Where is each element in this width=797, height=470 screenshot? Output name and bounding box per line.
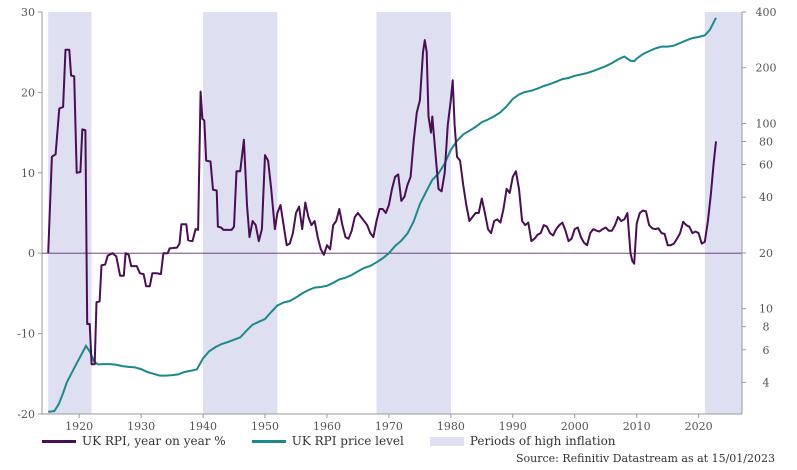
legend-swatch-level [251, 439, 286, 443]
legend-swatch-shade [429, 436, 464, 446]
legend: UK RPI, year on year % UK RPI price leve… [42, 434, 642, 448]
x-tick-label-1990: 1990 [499, 420, 527, 433]
x-axis-ticks: 1920 1930 1940 1950 1960 1970 1980 1990 2000 2010… [65, 414, 713, 433]
left-y-axis-ticks: -20 -10 0 10 20 30 [17, 6, 42, 421]
right-tick-label-10: 10 [759, 303, 773, 316]
left-tick-label-30: 30 [21, 6, 35, 19]
left-tick-label-10: 10 [21, 167, 35, 180]
left-tick-label-20: 20 [21, 86, 35, 99]
x-tick-label-1920: 1920 [65, 420, 93, 433]
left-tick-label--20: -20 [17, 408, 35, 421]
x-tick-label-1980: 1980 [437, 420, 465, 433]
legend-swatch-yoy [42, 439, 76, 443]
legend-item-level: UK RPI price level [251, 434, 404, 448]
legend-item-shade: Periods of high inflation [429, 434, 616, 448]
x-tick-label-1930: 1930 [127, 420, 155, 433]
x-tick-label-1950: 1950 [251, 420, 279, 433]
left-tick-label-0: 0 [28, 247, 35, 260]
right-tick-label-200: 200 [756, 62, 777, 75]
x-tick-label-1960: 1960 [313, 420, 341, 433]
high-inflation-shading [48, 12, 742, 414]
shaded-period-1 [203, 12, 278, 414]
right-tick-label-400: 400 [756, 6, 777, 19]
shaded-period-3 [704, 12, 742, 414]
right-tick-label-6: 6 [763, 344, 770, 357]
legend-label-shade: Periods of high inflation [469, 434, 616, 448]
x-tick-label-1970: 1970 [375, 420, 403, 433]
legend-label-level: UK RPI price level [291, 434, 404, 448]
x-tick-label-1940: 1940 [189, 420, 217, 433]
right-tick-label-80: 80 [759, 135, 773, 148]
right-tick-label-40: 40 [759, 191, 773, 204]
right-tick-label-8: 8 [763, 321, 770, 334]
right-y-axis-ticks: 4 6 8 10 20 40 60 80 100 200 400 [742, 6, 777, 389]
source-note: Source: Refinitiv Datastream as at 15/01… [515, 452, 775, 465]
shaded-period-2 [376, 12, 451, 414]
legend-label-yoy: UK RPI, year on year % [82, 434, 226, 448]
x-tick-label-2000: 2000 [561, 420, 589, 433]
right-tick-label-4: 4 [763, 376, 770, 389]
rpi-price-level-line [48, 17, 717, 413]
right-tick-label-20: 20 [759, 247, 773, 260]
right-tick-label-100: 100 [756, 117, 777, 130]
rpi-yoy-line [47, 39, 717, 366]
x-tick-label-2010: 2010 [623, 420, 651, 433]
left-tick-label--10: -10 [17, 328, 35, 341]
right-tick-label-60: 60 [759, 159, 773, 172]
axes [41, 12, 743, 415]
x-tick-label-2020: 2020 [685, 420, 713, 433]
legend-item-yoy: UK RPI, year on year % [42, 434, 226, 448]
